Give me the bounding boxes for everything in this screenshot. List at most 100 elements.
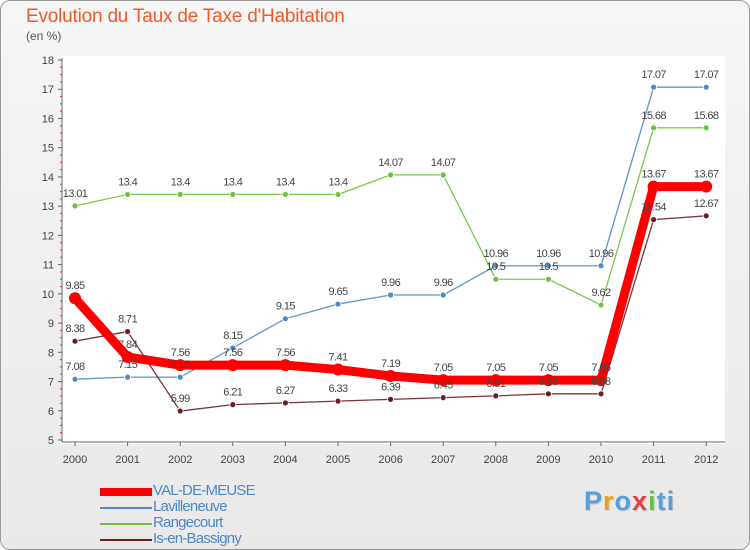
data-point: [489, 374, 502, 387]
data-label: 12.67: [694, 198, 719, 210]
y-tick-label: 12: [42, 230, 54, 242]
data-point: [279, 359, 292, 372]
data-label: 13.4: [328, 176, 347, 188]
data-point: [281, 191, 289, 198]
data-point: [545, 390, 552, 398]
data-point: [492, 275, 500, 283]
x-tick-label: 2001: [115, 454, 139, 466]
data-label: 17.07: [641, 69, 666, 81]
data-point: [176, 407, 184, 415]
data-point: [702, 212, 710, 220]
data-point: [647, 180, 660, 193]
data-point: [595, 374, 607, 387]
data-label: 8.15: [223, 330, 242, 342]
data-point: [229, 191, 237, 198]
data-label: 13.4: [276, 176, 295, 188]
y-tick-label: 18: [42, 55, 54, 67]
data-label: 10.96: [484, 248, 509, 260]
data-point: [176, 191, 184, 198]
data-label: 6.45: [434, 380, 453, 392]
data-label: 9.15: [276, 301, 295, 313]
data-point: [174, 359, 187, 372]
x-tick-label: 2005: [326, 454, 350, 466]
data-point: [597, 390, 605, 398]
data-point: [124, 191, 131, 198]
data-label: 7.08: [65, 361, 84, 373]
data-point: [437, 374, 450, 387]
y-tick-label: 16: [42, 113, 54, 125]
y-tick-label: 11: [43, 260, 54, 272]
data-label: 7.15: [118, 359, 137, 371]
data-point: [281, 315, 289, 323]
data-label: 13.67: [641, 169, 666, 181]
y-tick-label: 9: [48, 318, 54, 330]
data-label: 10.5: [539, 261, 558, 273]
data-label: 10.96: [589, 248, 614, 260]
data-point: [702, 83, 710, 91]
data-label: 6.51: [486, 378, 505, 390]
data-point: [650, 216, 657, 224]
data-point: [176, 373, 184, 381]
data-label: 13.67: [694, 169, 719, 181]
data-point: [700, 180, 713, 193]
data-point: [229, 401, 237, 409]
data-label: 9.96: [434, 277, 453, 289]
data-label: 7.56: [171, 347, 190, 359]
data-label: 7.05: [434, 362, 453, 374]
data-point: [71, 337, 79, 345]
x-tick-label: 2006: [378, 454, 402, 466]
y-tick-label: 6: [48, 406, 54, 418]
data-label: 6.21: [223, 387, 242, 399]
data-point: [492, 262, 500, 270]
data-label: 13.4: [171, 176, 190, 188]
legend-label-lavilleneuve: Lavilleneuve: [153, 498, 228, 515]
data-point: [334, 191, 342, 198]
data-label: 8.38: [65, 323, 84, 335]
data-label: 9.85: [65, 280, 84, 292]
x-tick-label: 2002: [168, 454, 192, 466]
y-tick-label: 15: [42, 143, 54, 155]
data-point: [545, 262, 552, 270]
chart-title: Evolution du Taux de Taxe d'Habitation: [26, 6, 345, 27]
data-label: 14.07: [378, 157, 403, 169]
data-point: [439, 291, 447, 299]
data-label: 15.68: [694, 110, 719, 122]
data-label: 9.65: [328, 286, 347, 298]
data-point: [492, 392, 500, 400]
data-point: [121, 350, 134, 363]
data-label: 9.62: [591, 287, 610, 299]
x-tick-label: 2009: [536, 454, 560, 466]
data-point: [71, 202, 79, 210]
data-label: 6.27: [276, 385, 295, 397]
data-label: 17.07: [694, 69, 719, 81]
x-tick-label: 2011: [642, 454, 666, 466]
x-tick-label: 2010: [589, 454, 613, 466]
data-label: 7.05: [486, 362, 505, 374]
logo-letter: o: [614, 486, 633, 516]
data-point: [387, 171, 395, 179]
data-point: [332, 363, 344, 376]
y-tick-label: 10: [42, 289, 54, 301]
data-label: 6.58: [591, 376, 610, 388]
y-tick-label: 14: [42, 172, 54, 184]
proxiti-logo[interactable]: Proxiti: [584, 486, 675, 517]
x-tick-label: 2008: [484, 454, 508, 466]
x-tick-label: 2004: [273, 454, 297, 466]
data-label: 5.99: [171, 393, 190, 405]
data-label: 6.33: [328, 383, 347, 395]
data-label: 7.15: [171, 359, 190, 371]
data-point: [597, 262, 605, 270]
data-label: 8.71: [118, 314, 137, 326]
legend-swatch-lavilleneuve: [100, 507, 152, 509]
data-point: [124, 328, 131, 335]
x-tick-label: 2003: [221, 454, 245, 466]
data-point: [384, 369, 397, 382]
data-point: [226, 359, 239, 372]
y-tick-label: 13: [42, 201, 54, 213]
data-label: 6.58: [539, 376, 558, 388]
logo-letter: P: [584, 486, 604, 516]
data-point: [124, 373, 131, 381]
data-point: [69, 292, 81, 305]
legend-label-rangecourt: Rangecourt: [153, 514, 223, 531]
data-label: 7.19: [381, 358, 400, 370]
